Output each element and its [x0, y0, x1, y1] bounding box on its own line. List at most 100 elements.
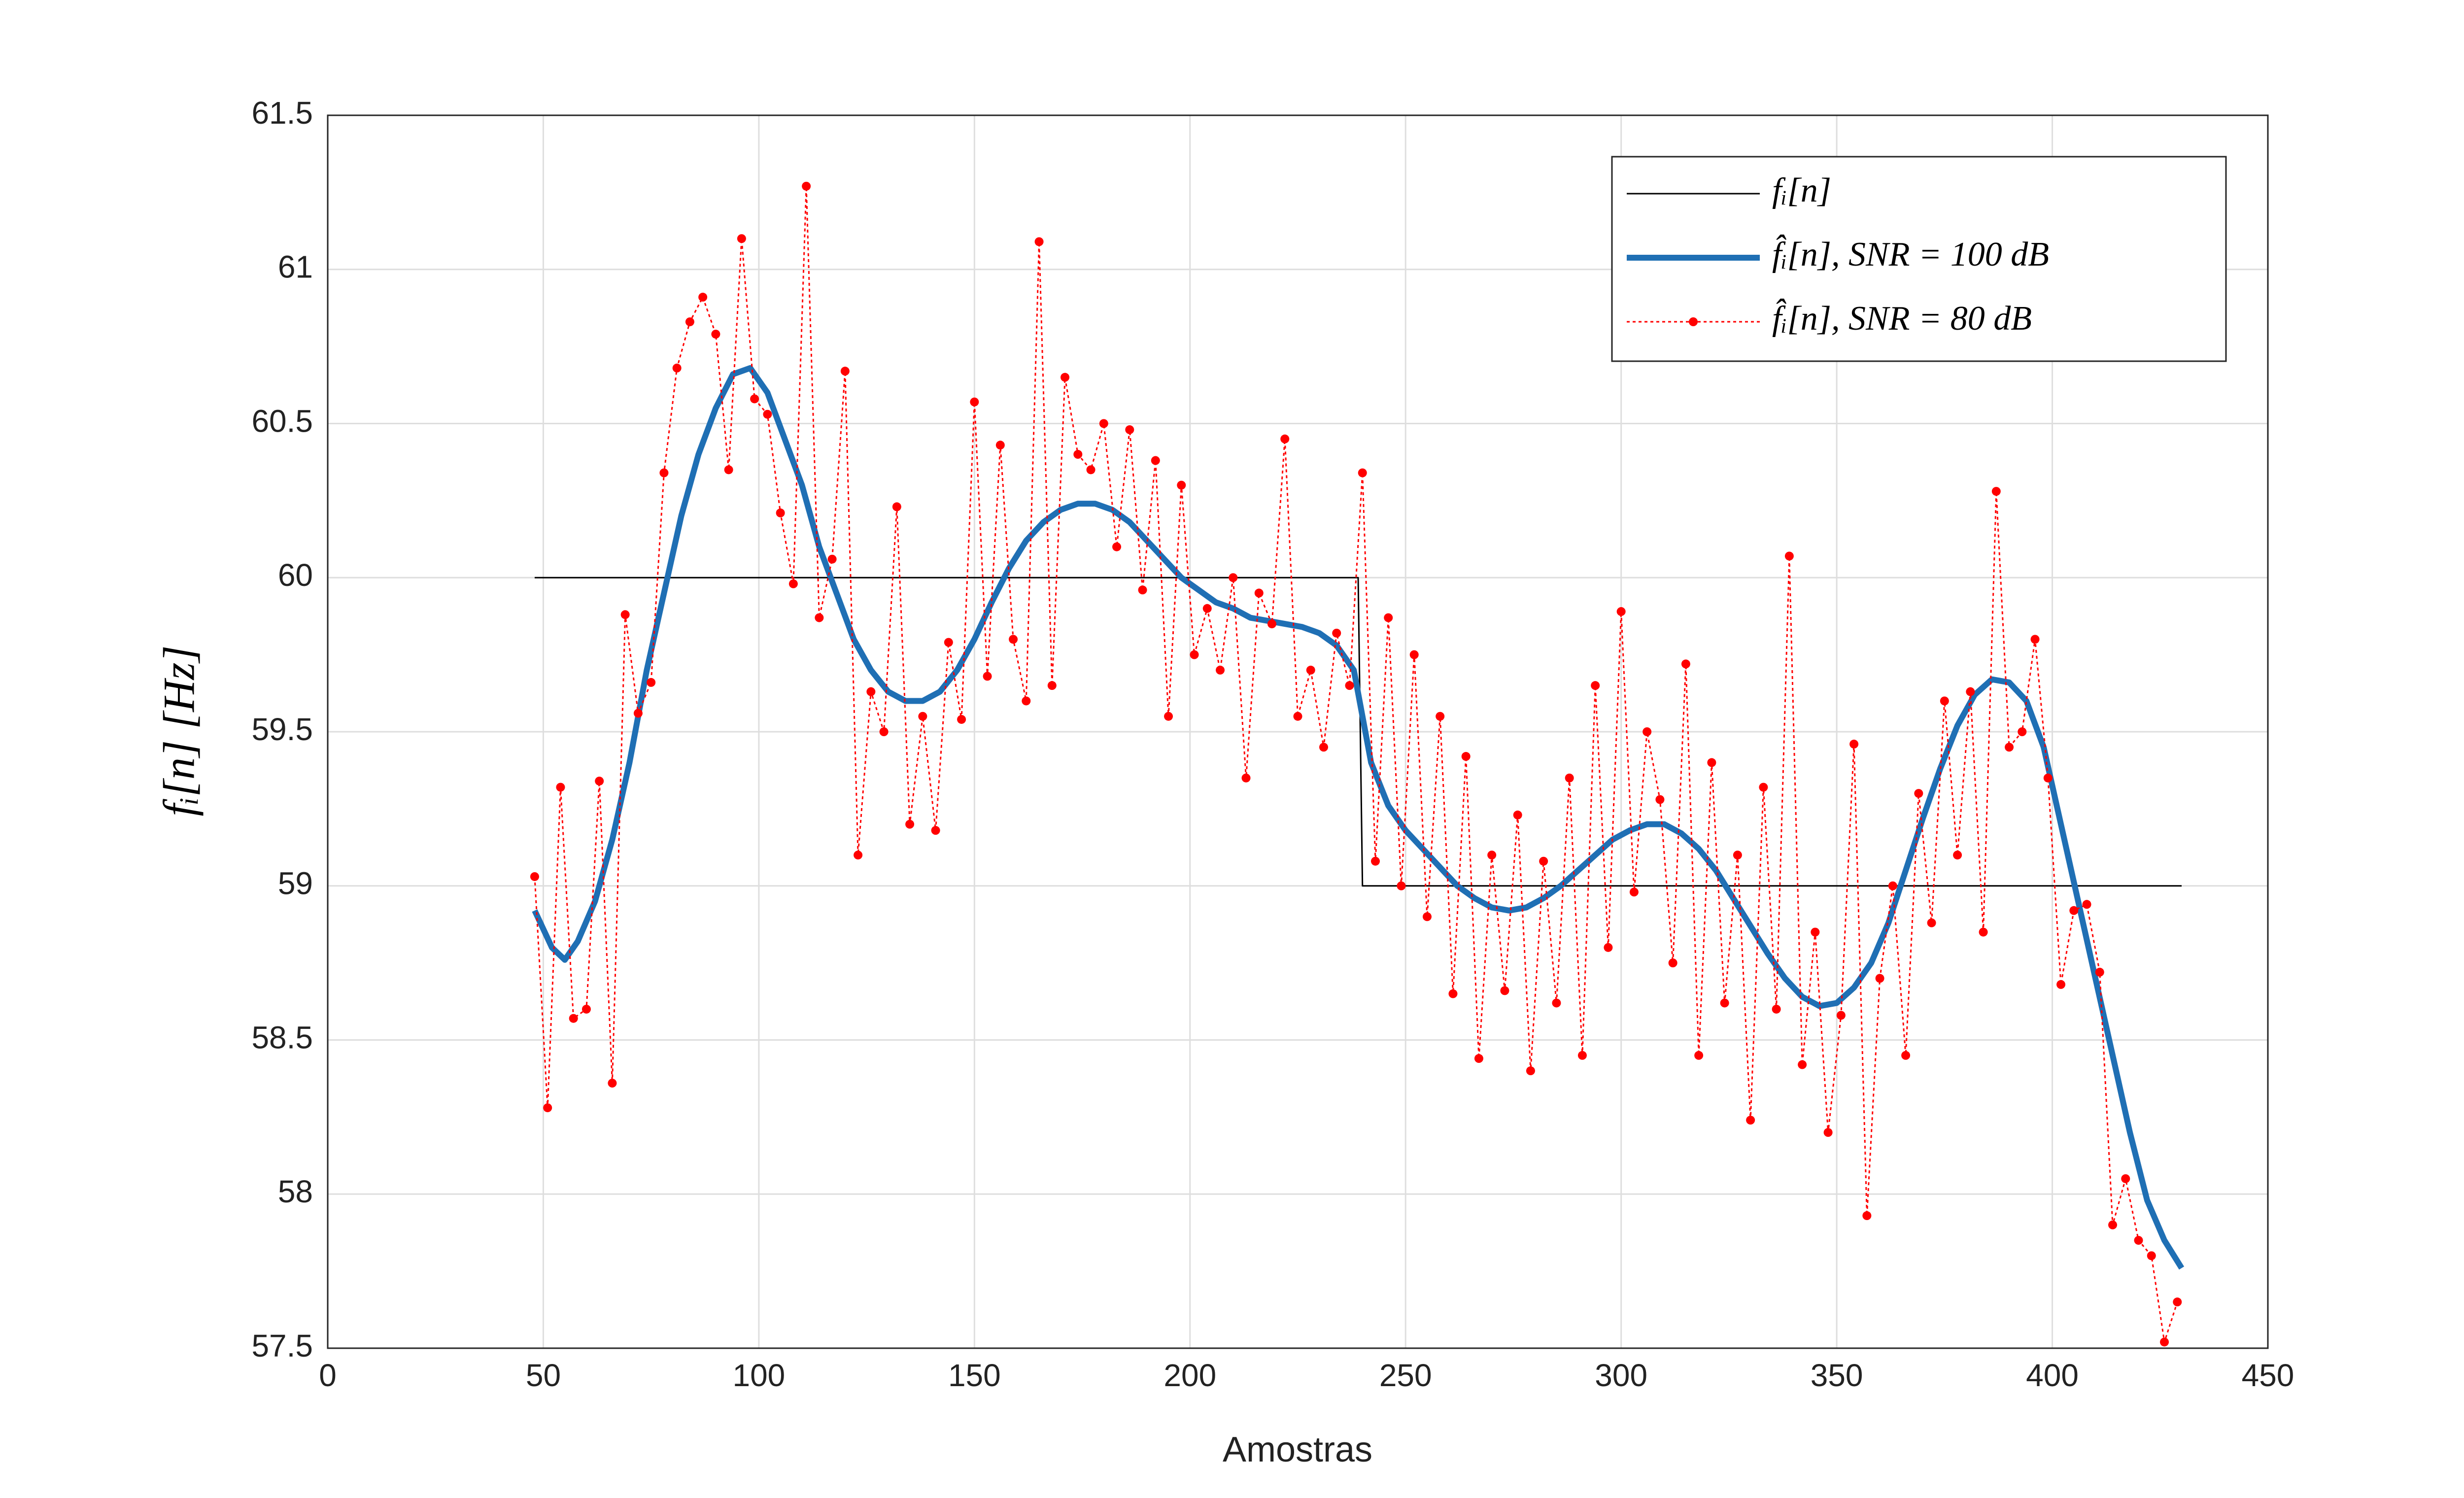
data-point: [788, 579, 798, 588]
data-point: [1513, 810, 1522, 819]
data-point: [763, 409, 772, 419]
data-point: [1436, 712, 1445, 721]
data-point: [1888, 881, 1897, 890]
series-line: [532, 365, 2185, 1270]
data-point: [1526, 1066, 1535, 1076]
data-point: [1487, 851, 1497, 860]
data-point: [1862, 1211, 1872, 1221]
data-point: [1293, 712, 1302, 721]
data-point: [2056, 980, 2066, 989]
data-point: [1034, 237, 1044, 246]
data-point: [1655, 795, 1665, 804]
data-point: [802, 181, 811, 191]
data-point: [866, 687, 876, 696]
y-tick-label: 61.5: [251, 95, 313, 131]
data-point: [1720, 998, 1729, 1008]
data-point: [1138, 585, 1147, 595]
y-tick-label: 59: [278, 866, 313, 901]
data-point: [1668, 958, 1677, 968]
data-point: [1254, 588, 1264, 598]
data-point: [2147, 1251, 2156, 1260]
data-point: [944, 638, 953, 647]
data-point: [1241, 773, 1251, 783]
data-point: [1422, 912, 1432, 921]
data-point: [815, 613, 824, 622]
data-point: [647, 678, 656, 687]
data-point: [1125, 425, 1134, 435]
data-point: [1229, 573, 1238, 582]
data-point: [1448, 989, 1458, 998]
data-point: [1202, 604, 1212, 613]
plot-frame: [327, 114, 2269, 1349]
data-point: [931, 826, 940, 835]
data-point: [1577, 1051, 1587, 1060]
data-point: [2030, 635, 2040, 644]
y-tick-label: 61: [278, 249, 313, 285]
data-point: [1061, 373, 1070, 382]
data-point: [1811, 927, 1820, 937]
data-point: [1836, 1011, 1846, 1020]
x-tick-label: 250: [1379, 1358, 1432, 1393]
data-point: [1694, 1051, 1704, 1060]
legend-label: f̂ᵢ[n], SNR = 80 dB: [1772, 298, 2032, 338]
data-point: [737, 234, 746, 243]
x-tick-label: 450: [2242, 1358, 2294, 1393]
x-tick-label: 350: [1811, 1358, 1863, 1393]
y-tick-label: 59.5: [251, 712, 313, 747]
data-point: [1370, 856, 1380, 866]
data-point: [685, 317, 694, 327]
data-point: [1047, 681, 1057, 690]
legend-label: fᵢ[n]: [1772, 171, 1831, 209]
data-point: [1616, 607, 1626, 616]
data-point: [1798, 1060, 1807, 1069]
data-point: [608, 1079, 617, 1088]
y-axis-label: fᵢ[n] [Hz]: [155, 646, 204, 817]
data-point: [556, 783, 565, 792]
data-point: [918, 712, 927, 721]
data-point: [659, 468, 669, 477]
data-point: [1552, 998, 1561, 1008]
data-point: [2069, 906, 2079, 915]
data-point: [995, 441, 1005, 450]
data-point: [1190, 650, 1199, 659]
x-tick-label: 300: [1595, 1358, 1647, 1393]
data-point: [1875, 974, 1884, 983]
data-point: [776, 508, 785, 517]
data-point: [1991, 487, 2001, 496]
data-point: [2160, 1337, 2169, 1347]
data-point: [1953, 851, 1962, 860]
data-point: [1345, 681, 1354, 690]
data-point: [1966, 687, 1975, 696]
data-point: [1823, 1128, 1833, 1137]
data-point: [1746, 1116, 1755, 1125]
data-point: [698, 293, 708, 302]
data-point: [1681, 659, 1690, 669]
data-point: [1500, 986, 1509, 995]
data-point: [1733, 851, 1742, 860]
y-tick-label: 60: [278, 557, 313, 593]
data-point: [1849, 740, 1859, 749]
data-point: [1940, 696, 1949, 706]
data-point: [1086, 465, 1095, 475]
data-point: [633, 709, 643, 718]
legend-marker: [1689, 317, 1698, 326]
data-point: [2082, 900, 2091, 909]
data-point: [1901, 1051, 1911, 1060]
x-axis-label: Amostras: [1223, 1430, 1372, 1469]
y-tick-label: 58: [278, 1174, 313, 1209]
data-point: [1151, 456, 1160, 465]
data-point: [1099, 419, 1108, 428]
series-line: [534, 577, 2182, 887]
data-point: [2108, 1220, 2118, 1229]
data-point: [1707, 758, 1716, 767]
data-point: [1073, 450, 1083, 459]
data-point: [750, 394, 759, 404]
data-point: [620, 610, 630, 619]
data-point: [1022, 696, 1031, 706]
x-tick-label: 400: [2026, 1358, 2079, 1393]
legend-label: f̂ᵢ[n], SNR = 100 dB: [1772, 234, 2049, 273]
data-point: [983, 672, 992, 681]
data-point: [957, 715, 966, 724]
data-point: [840, 367, 850, 376]
data-point: [1927, 918, 1936, 927]
